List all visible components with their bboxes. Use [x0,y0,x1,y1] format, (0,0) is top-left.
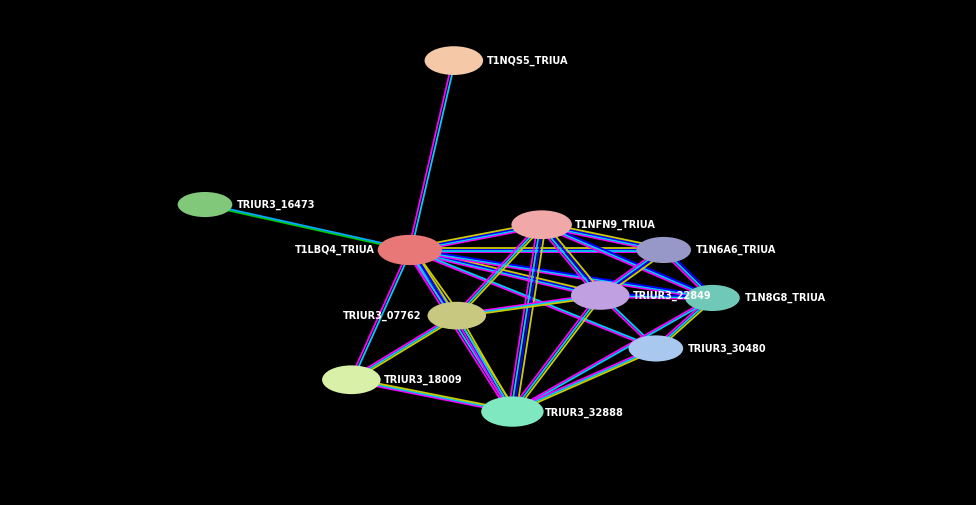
Text: T1N8G8_TRIUA: T1N8G8_TRIUA [745,293,826,303]
Ellipse shape [427,302,486,329]
Text: T1NFN9_TRIUA: T1NFN9_TRIUA [575,220,656,230]
Text: TRIUR3_07762: TRIUR3_07762 [344,311,422,321]
Text: T1NQS5_TRIUA: T1NQS5_TRIUA [487,56,569,66]
Ellipse shape [481,396,544,427]
Ellipse shape [629,335,683,362]
Ellipse shape [636,237,691,263]
Ellipse shape [511,211,572,239]
Text: TRIUR3_30480: TRIUR3_30480 [688,343,767,354]
Ellipse shape [571,281,630,310]
Text: T1N6A6_TRIUA: T1N6A6_TRIUA [696,245,776,255]
Text: TRIUR3_22849: TRIUR3_22849 [632,290,712,300]
Ellipse shape [378,235,442,265]
Ellipse shape [178,192,232,217]
Text: TRIUR3_18009: TRIUR3_18009 [384,375,463,385]
Ellipse shape [322,366,381,394]
Text: T1LBQ4_TRIUA: T1LBQ4_TRIUA [295,245,375,255]
Text: TRIUR3_16473: TRIUR3_16473 [237,199,315,210]
Text: TRIUR3_32888: TRIUR3_32888 [545,408,624,418]
Ellipse shape [425,46,483,75]
Ellipse shape [685,285,740,311]
